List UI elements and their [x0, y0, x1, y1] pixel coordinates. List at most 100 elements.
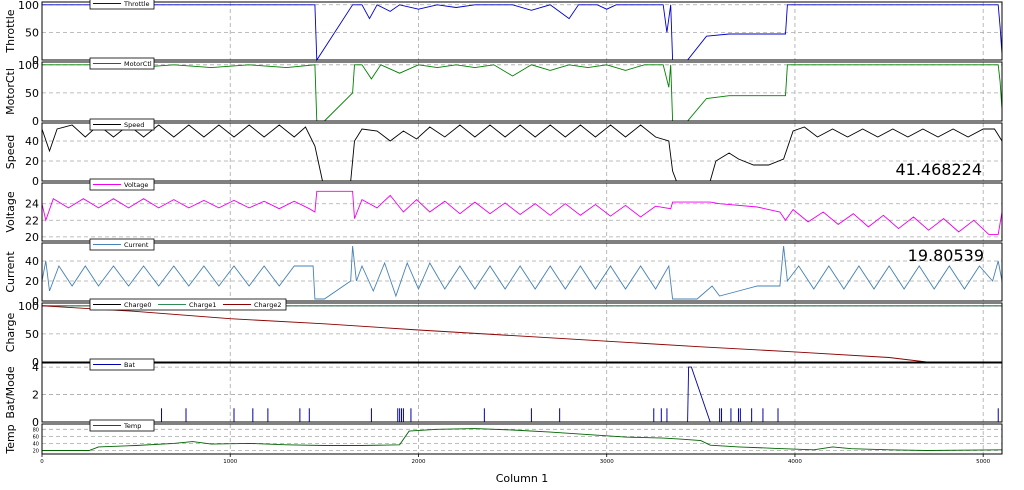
- panel-charge-ytick-label: 50: [25, 328, 39, 341]
- x-tick-label: 3000: [600, 459, 614, 465]
- panel-charge-legend: Charge0 Charge1 Charge2: [89, 298, 287, 311]
- x-tick-label: 2000: [411, 459, 425, 465]
- panel-voltage-ytick-label: 20: [25, 231, 39, 244]
- x-tick-label: 0: [40, 459, 44, 465]
- panel-current-ytick-label: 20: [25, 275, 39, 288]
- panel-bat-mode-ylabel: Bat/Mode: [4, 366, 17, 419]
- x-tick-label: 4000: [788, 459, 802, 465]
- panel-motorctl-ytick-label: 50: [25, 87, 39, 100]
- panel-throttle-ytick-label: 0: [32, 54, 39, 67]
- panel-charge-frame: [41, 302, 1003, 363]
- panel-temp-legend: Temp: [89, 419, 155, 432]
- x-tick-label: 5000: [976, 459, 990, 465]
- panel-voltage-series-voltage-line: [41, 190, 1003, 235]
- panel-bat-mode-legend-box: [89, 358, 155, 371]
- panel-speed-ytick-label: 0: [32, 175, 39, 188]
- panel-temp-ytick-label: 60: [33, 434, 39, 440]
- panel-motorctl-legend-label: MotorCtl: [124, 60, 152, 68]
- panel-current: 0 20 40 Current Current 19.80539: [4, 238, 1003, 308]
- panel-throttle-legend-label: Throttle: [123, 0, 150, 8]
- panel-current-readout: 19.80539: [908, 246, 984, 265]
- panel-charge-series-charge2-line: [41, 305, 1002, 363]
- panel-voltage-legend: Voltage: [89, 178, 155, 191]
- panel-temp-ytick-label: 80: [33, 427, 39, 433]
- panel-throttle-ytick-label: 50: [25, 26, 39, 39]
- panel-bat-mode-legend: Bat: [89, 358, 155, 371]
- panel-bat-mode-plot-area: [42, 363, 1002, 422]
- panel-current-plot-area: [42, 243, 1002, 301]
- panel-speed-frame: [41, 122, 1003, 182]
- panel-charge: 0 50 100 Charge0 Charge1 Charge2 Charge: [4, 298, 1003, 369]
- panel-temp-ylabel: Temp: [4, 424, 17, 454]
- panel-speed-ytick-label: 20: [25, 155, 39, 168]
- panel-temp-plot-area: [42, 424, 1002, 454]
- panel-voltage-ytick-label: 24: [25, 198, 39, 211]
- panel-voltage-legend-label: Voltage: [124, 181, 148, 189]
- panel-charge-plot-area: [42, 303, 1002, 362]
- panel-charge-legend-label: Charge0: [124, 301, 151, 309]
- panel-charge-ylabel: Charge: [4, 313, 17, 353]
- panel-throttle-ylabel: Throttle: [4, 9, 17, 53]
- panel-throttle-plot-area: [42, 2, 1002, 60]
- panel-throttle-ytick-label: 100: [18, 0, 39, 12]
- panel-current-series-current-line: [41, 245, 1003, 300]
- panel-motorctl-series-motorctl-line: [42, 64, 1003, 122]
- panel-charge-legend-box: [89, 298, 287, 311]
- panel-temp-ytick-label: 40: [33, 441, 39, 447]
- panel-motorctl-legend-box: [89, 57, 155, 70]
- panel-voltage-plot-area: [42, 183, 1002, 241]
- panel-current-legend-box: [89, 238, 155, 251]
- panel-bat-mode-ytick-label: 4: [32, 361, 39, 374]
- panel-temp-ytick-label: 20: [33, 448, 39, 454]
- panel-motorctl-legend: MotorCtl: [89, 57, 155, 70]
- x-axis: 0 1000 2000 3000 4000 5000: [40, 454, 991, 465]
- panel-voltage-legend-box: [89, 178, 155, 191]
- panel-current-frame: [41, 242, 1003, 302]
- x-axis-label: Column 1: [496, 472, 549, 485]
- panel-motorctl-plot-area: [42, 62, 1002, 121]
- panel-charge-legend-label: Charge2: [254, 301, 281, 309]
- panel-bat-mode-ytick-label: 0: [32, 416, 39, 429]
- panel-temp-series-temp-line: [42, 428, 1003, 451]
- panel-voltage-frame: [41, 182, 1003, 242]
- panel-motorctl-ytick-label: 100: [18, 59, 39, 72]
- panel-voltage: 20 22 24 Voltage Voltage: [4, 178, 1003, 244]
- panel-throttle-legend: Throttle: [89, 0, 155, 10]
- panel-throttle-frame: [41, 1, 1003, 61]
- panel-motorctl-frame: [41, 61, 1003, 122]
- panel-voltage-ytick-label: 22: [25, 214, 39, 227]
- panel-charge-ytick-label: 0: [32, 356, 39, 369]
- panel-current-ytick-label: 40: [25, 255, 39, 268]
- panel-bat-mode-legend-label: Bat: [124, 361, 135, 369]
- panel-current-ylabel: Current: [4, 251, 17, 293]
- panel-charge-legend-label: Charge1: [189, 301, 216, 309]
- panel-speed-readout: 41.468224: [895, 160, 982, 179]
- panel-speed-ytick-label: 40: [25, 135, 39, 148]
- panel-temp-legend-box: [89, 419, 155, 432]
- panel-current-legend: Current: [89, 238, 155, 251]
- panel-bat-mode-ytick-label: 2: [32, 389, 39, 402]
- panel-motorctl-ytick-label: 0: [32, 115, 39, 128]
- panel-motorctl-ylabel: MotorCtl: [4, 68, 17, 115]
- panel-speed-ylabel: Speed: [4, 135, 17, 169]
- panel-voltage-ylabel: Voltage: [4, 191, 17, 232]
- panel-speed-series-speed-line: [41, 124, 1003, 182]
- panel-speed-legend: Speed: [89, 118, 155, 131]
- panel-throttle-series-throttle-line: [42, 4, 1003, 62]
- x-tick-label: 1000: [223, 459, 237, 465]
- panel-current-ytick-label: 0: [32, 295, 39, 308]
- panel-speed-plot-area: [42, 123, 1002, 181]
- panel-charge-ytick-label: 100: [18, 300, 39, 313]
- panel-temp-legend-label: Temp: [123, 422, 141, 430]
- panel-throttle-legend-box: [89, 0, 155, 10]
- panel-temp-frame: [41, 423, 1003, 455]
- panel-speed-legend-box: [89, 118, 155, 131]
- panel-speed-legend-label: Speed: [124, 121, 144, 129]
- panel-bat-mode-frame: [41, 362, 1003, 423]
- panel-current-legend-label: Current: [124, 241, 149, 249]
